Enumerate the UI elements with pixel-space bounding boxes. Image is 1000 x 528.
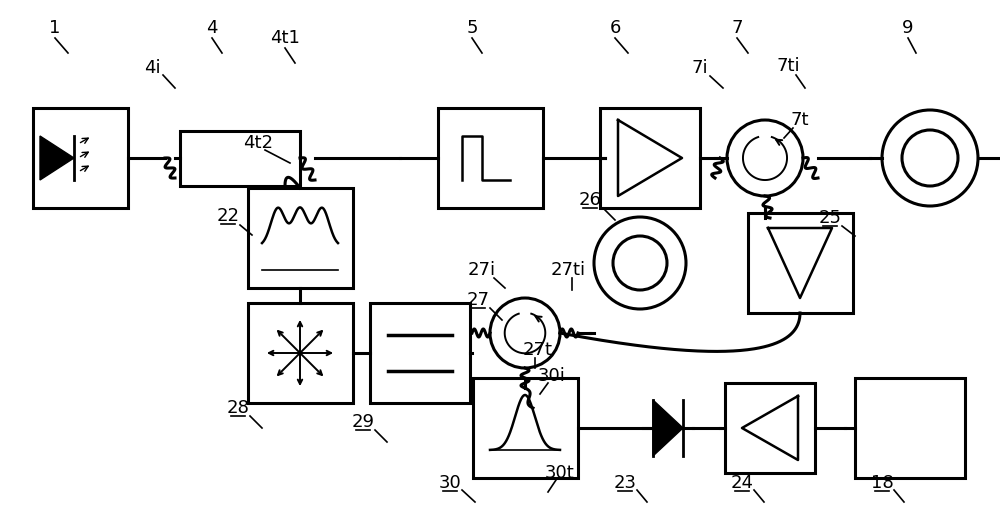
Text: 4i: 4i	[144, 59, 160, 77]
Text: 27ti: 27ti	[550, 261, 586, 279]
Bar	[600, 108, 700, 208]
Text: 28: 28	[227, 399, 249, 417]
Bar	[248, 303, 352, 403]
Text: 4: 4	[206, 19, 218, 37]
Text: 25: 25	[818, 209, 842, 227]
Text: 7i: 7i	[692, 59, 708, 77]
Text: 30t: 30t	[545, 464, 575, 482]
Bar	[438, 108, 542, 208]
Bar	[370, 303, 470, 403]
Text: 7: 7	[731, 19, 743, 37]
Text: 23: 23	[614, 474, 637, 492]
Bar	[473, 378, 578, 478]
Text: 22: 22	[216, 207, 240, 225]
Text: 30: 30	[439, 474, 461, 492]
Bar	[725, 383, 815, 473]
Bar	[855, 378, 965, 478]
Text: 27i: 27i	[468, 261, 496, 279]
Text: 1: 1	[49, 19, 61, 37]
Bar	[248, 188, 352, 288]
Text: 4t1: 4t1	[270, 29, 300, 47]
Text: 9: 9	[902, 19, 914, 37]
Text: 18: 18	[871, 474, 893, 492]
Bar	[32, 108, 128, 208]
Polygon shape	[40, 136, 74, 180]
Text: 4t2: 4t2	[243, 134, 273, 152]
Text: 5: 5	[466, 19, 478, 37]
Polygon shape	[653, 400, 683, 456]
Text: 26: 26	[579, 191, 601, 209]
Text: 27t: 27t	[523, 341, 553, 359]
Text: 7ti: 7ti	[776, 57, 800, 75]
Text: 27: 27	[466, 291, 490, 309]
Text: 29: 29	[352, 413, 374, 431]
Bar	[748, 213, 852, 313]
Text: 7t: 7t	[791, 111, 809, 129]
Text: 24: 24	[730, 474, 754, 492]
Text: 30i: 30i	[538, 367, 566, 385]
Bar	[180, 130, 300, 185]
Text: 6: 6	[609, 19, 621, 37]
